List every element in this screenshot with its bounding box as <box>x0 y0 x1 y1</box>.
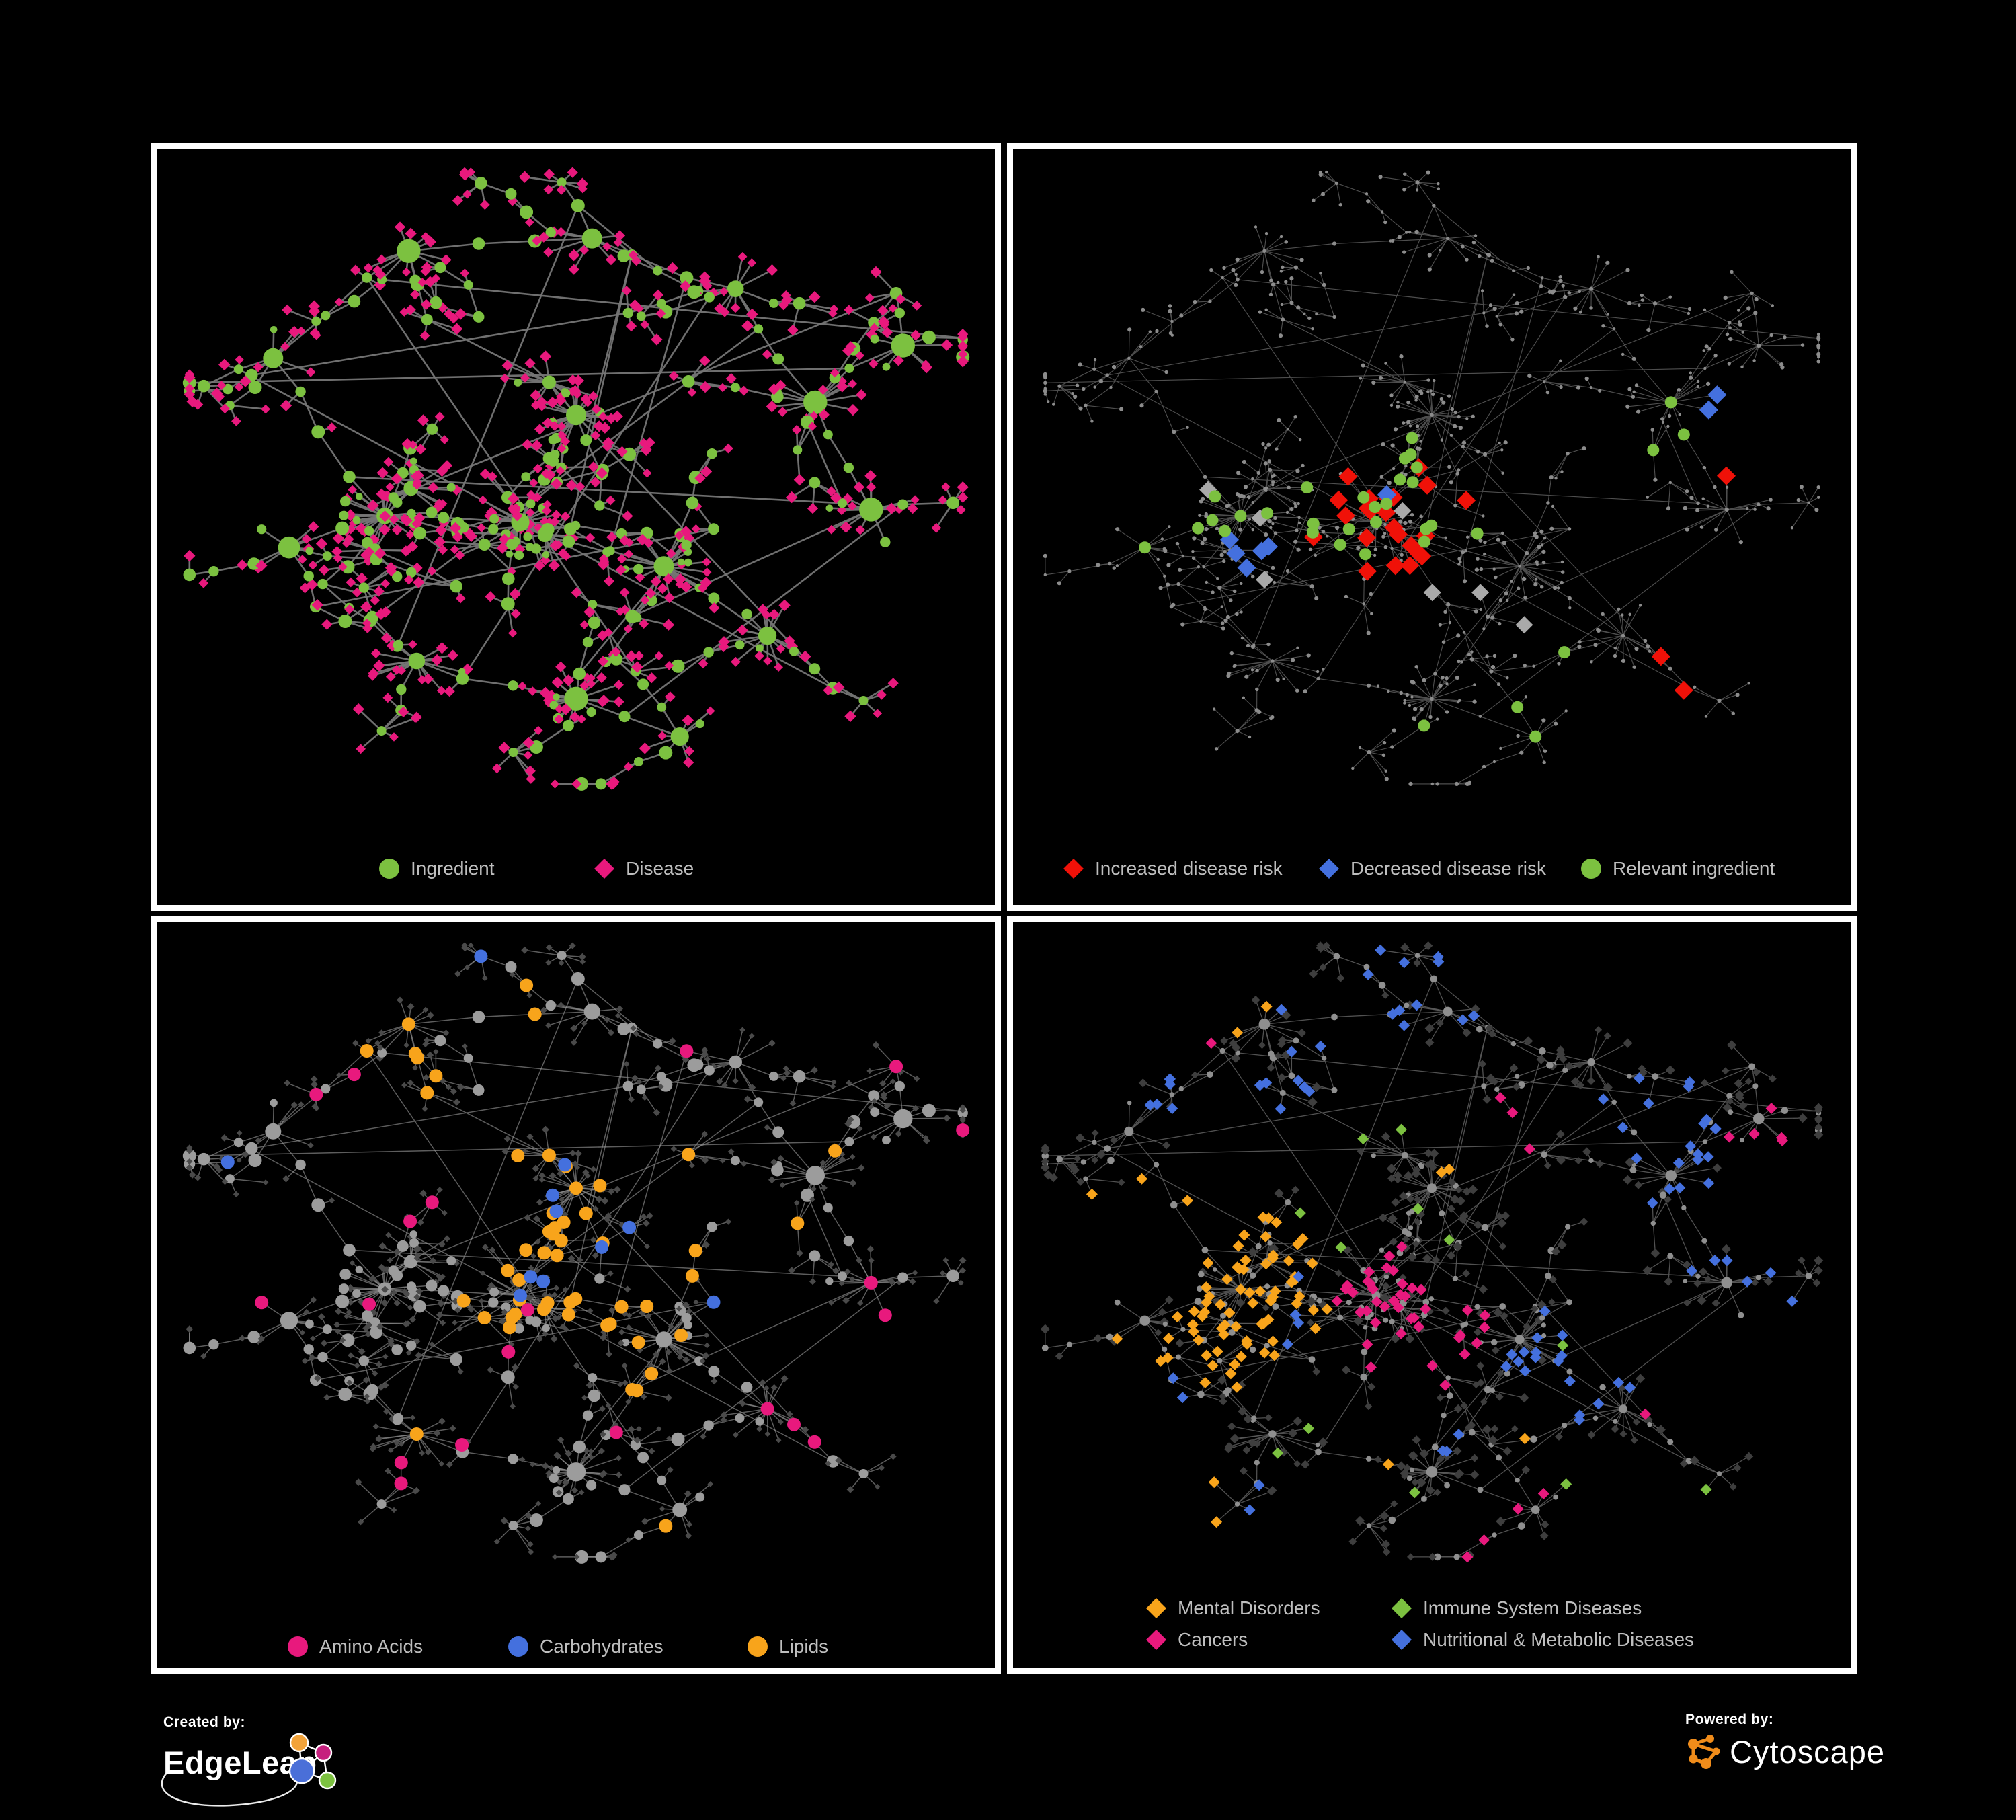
base-nodes <box>182 167 970 791</box>
created-by-label: Created by: <box>163 1714 246 1730</box>
edgeleap-node-blue <box>288 1757 315 1784</box>
edges <box>1045 945 1819 1558</box>
highlight-amino-acids <box>255 1044 970 1491</box>
edgeleap-logo: EdgeLeap <box>161 1733 405 1807</box>
highlight-decreased-disease-risk <box>1220 385 1727 578</box>
cytoscape-logo-icon <box>1688 1735 1720 1769</box>
highlight-cancers <box>1205 1037 1788 1563</box>
network-graph-nutrient-classes <box>182 942 970 1564</box>
panel-disease-risk: Increased disease risk Decreased disease … <box>1007 143 1857 911</box>
edgeleap-swoosh <box>161 1772 298 1807</box>
edges <box>1045 171 1819 785</box>
highlight-carbohydrates <box>220 949 721 1309</box>
highlight-immune-system-diseases <box>1272 1123 1712 1499</box>
edgeleap-branding: Created by: EdgeLeap <box>161 1714 405 1809</box>
highlight-increased-disease-risk <box>1303 458 1736 700</box>
panel-nutrient-classes: Amino Acids Carbohydrates Lipids <box>151 916 1001 1674</box>
panel-disease-categories: Mental Disorders Immune System Diseases Ca… <box>1007 916 1857 1674</box>
edgeleap-logo-icon <box>288 1733 337 1790</box>
highlight-mental-disorders <box>1086 1000 1531 1528</box>
network-graph-ingredient-disease <box>182 167 970 791</box>
edgeleap-node-pink <box>314 1743 333 1762</box>
cytoscape-branding: Powered by: Cytoscape <box>1685 1712 1914 1786</box>
base-nodes <box>1040 941 1824 1562</box>
highlight-relevant-ingredient <box>1139 396 1690 743</box>
base-nodes <box>182 942 968 1564</box>
cytoscape-logo: Cytoscape <box>1685 1732 1914 1771</box>
powered-by-label: Powered by: <box>1685 1712 1774 1727</box>
panel-ingredient-disease: Ingredient Disease <box>151 143 1001 911</box>
highlight-nutritional-metabolic-diseases <box>1144 944 1798 1516</box>
edgeleap-node-green <box>318 1771 337 1790</box>
network-graph-disease-categories <box>1040 941 1824 1563</box>
highlight-lipids <box>360 978 842 1533</box>
base-nodes <box>1043 170 1821 786</box>
cytoscape-wordmark: Cytoscape <box>1730 1733 1886 1770</box>
network-graph-disease-risk <box>1043 170 1821 786</box>
edgeleap-node-orange <box>289 1733 309 1753</box>
